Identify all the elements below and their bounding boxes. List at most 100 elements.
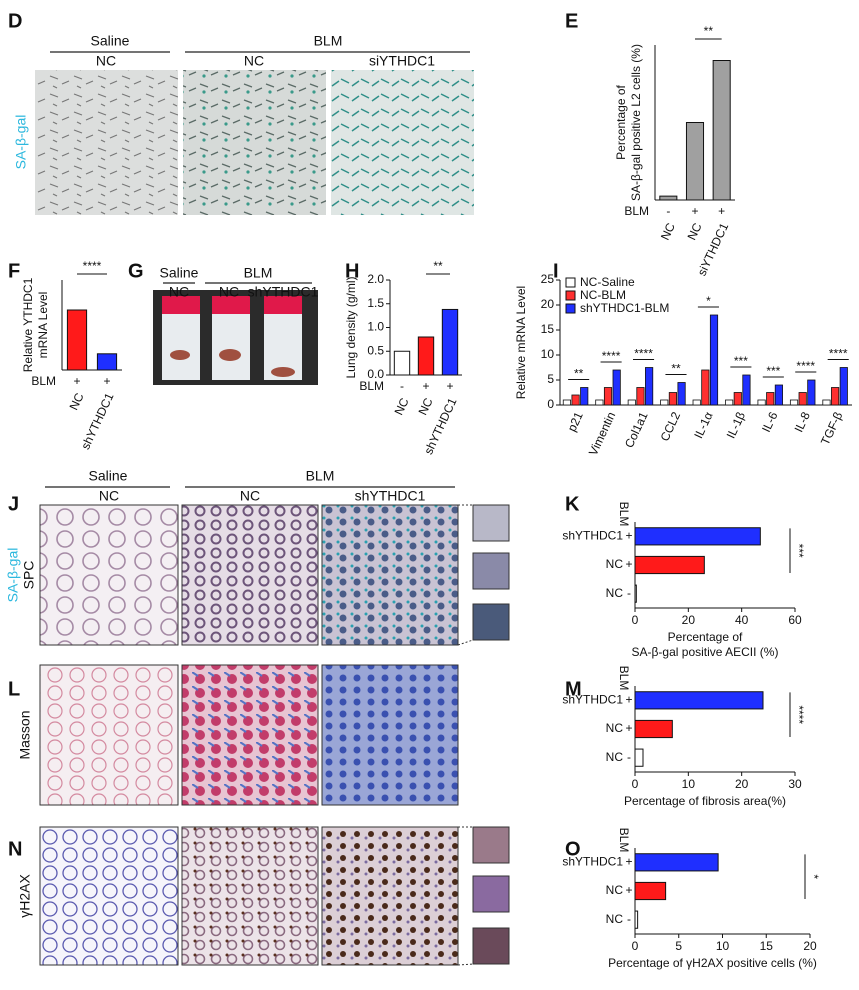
bar: [595, 399, 604, 406]
condition-label: BLM: [359, 379, 384, 393]
inset: [472, 504, 510, 542]
sig-label: **: [574, 367, 584, 381]
column-header: shYTHDC1: [355, 488, 426, 504]
condition: +: [103, 374, 110, 388]
column-header: NC: [169, 284, 189, 300]
column-header: NC: [99, 488, 119, 504]
bar: [96, 353, 118, 371]
legend-label: NC-Saline: [580, 275, 635, 289]
group-header: Saline: [89, 468, 128, 484]
condition: -: [627, 586, 631, 600]
image: [181, 664, 319, 806]
sig-label: ****: [83, 259, 102, 273]
bar: [774, 384, 783, 406]
x-tick-label: NC: [658, 220, 678, 242]
bar: [798, 392, 807, 406]
legend-label: NC-BLM: [580, 288, 626, 302]
x-tick-label: NC: [416, 395, 436, 417]
condition: +: [625, 557, 632, 571]
x-tick-label: 5: [675, 939, 682, 953]
sig-label: ***: [792, 544, 806, 558]
bar: [634, 555, 705, 575]
y-tick-label: shYTHDC1: [562, 693, 623, 707]
x-tick-label: Col1a1: [622, 409, 651, 450]
bar: [634, 527, 761, 546]
x-tick-label: 60: [788, 613, 802, 627]
sig-label: *: [706, 294, 711, 308]
y-tick-label: 1.0: [367, 320, 384, 334]
bar: [580, 387, 589, 406]
y-tick-label: 1.5: [367, 296, 384, 310]
y-tick-label: NC: [606, 557, 624, 571]
bar: [634, 910, 639, 929]
y-tick-label: 15: [541, 322, 555, 336]
y-tick-label: 5: [547, 372, 554, 386]
bar: [807, 379, 816, 406]
bar: [636, 387, 645, 406]
stain-label: SA-β-gal: [13, 115, 29, 170]
y-tick-label: 25: [541, 272, 555, 286]
bar: [757, 399, 766, 406]
x-tick-label: Vimentin: [586, 410, 618, 458]
y-tick-label: NC: [606, 586, 624, 600]
bar: [634, 719, 673, 739]
panel-letter: K: [565, 493, 580, 515]
bar: [701, 369, 710, 406]
bar: [645, 367, 654, 406]
condition-label: BLM: [31, 374, 56, 388]
y-tick-label: shYTHDC1: [562, 855, 623, 869]
column-header: NC: [244, 53, 264, 69]
column-header: NC: [219, 284, 239, 300]
column-header: NC: [96, 53, 116, 69]
bar: [766, 392, 775, 406]
x-tick-label: 15: [760, 939, 774, 953]
image: [39, 504, 179, 646]
column-header: shYTHDC1: [248, 284, 319, 300]
x-tick-label: 20: [803, 939, 817, 953]
panel-letter: I: [553, 260, 559, 282]
bar: [612, 369, 621, 406]
stain-label: SA-β-gal: [5, 548, 21, 603]
inset: [472, 826, 510, 864]
x-tick-label: NC: [685, 220, 705, 242]
bar: [692, 399, 701, 406]
condition: -: [627, 912, 631, 926]
bar: [660, 399, 669, 406]
condition: +: [422, 379, 429, 393]
y-tick-label: NC: [606, 721, 624, 735]
panel-letter: M: [565, 678, 582, 700]
sig-label: ****: [602, 349, 621, 363]
x-tick-label: IL-8: [791, 409, 813, 434]
bar: [634, 853, 719, 872]
y-axis-label: Relative YTHDC1: [21, 277, 35, 372]
x-tick-label: 20: [735, 777, 749, 791]
bar: [634, 584, 637, 603]
sig-label: **: [433, 259, 443, 273]
condition: +: [446, 379, 453, 393]
bar: [742, 374, 751, 406]
sig-label: *: [807, 874, 821, 879]
bar: [712, 60, 731, 201]
bar: [733, 392, 742, 406]
panel-letter: G: [128, 260, 144, 282]
y-tick-label: 10: [541, 347, 555, 361]
x-tick-label: IL-6: [759, 409, 781, 434]
tubes: [162, 296, 302, 380]
image: [321, 664, 459, 806]
sig-label: ****: [792, 705, 806, 724]
bar: [66, 309, 88, 371]
bar: [562, 399, 571, 406]
bar: [603, 387, 613, 406]
sig-label: ***: [766, 364, 780, 378]
condition-label: BLM: [617, 666, 631, 691]
panel-letter: F: [8, 260, 20, 282]
bar: [659, 195, 678, 201]
bar: [668, 392, 677, 406]
x-tick-label: 0: [632, 777, 639, 791]
sig-label: ****: [796, 359, 815, 373]
sig-label: ****: [634, 347, 653, 361]
inset: [472, 927, 510, 965]
x-axis-label: SA-β-gal positive AECII (%): [632, 645, 779, 659]
x-tick-label: 10: [716, 939, 730, 953]
condition: +: [625, 529, 632, 543]
